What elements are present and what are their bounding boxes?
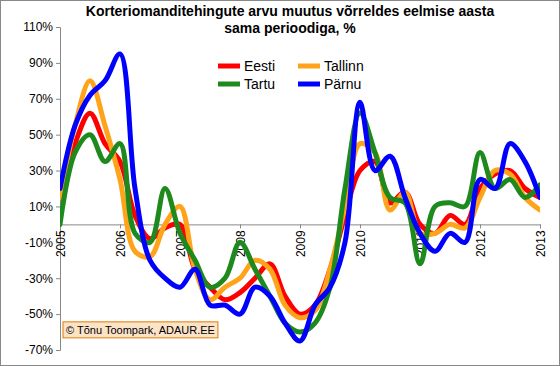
y-tick: 110% (23, 20, 60, 34)
legend-item: Tartu (218, 76, 275, 92)
y-tick: 90% (29, 56, 60, 70)
y-tick-mark (56, 27, 60, 28)
y-tick-mark (56, 278, 60, 279)
y-tick: 30% (29, 164, 60, 178)
x-tick-label: 2006 (114, 230, 128, 257)
y-tick-mark (56, 171, 60, 172)
x-tick-mark (540, 224, 541, 228)
lines (60, 54, 540, 341)
x-tick: 2012 (474, 224, 488, 257)
x-tick-mark (120, 224, 121, 228)
legend-label: Tartu (244, 76, 275, 92)
legend-item: Tallinn (298, 58, 364, 74)
legend-label: Tallinn (324, 58, 364, 74)
y-tick-label: 70% (29, 92, 53, 106)
y-tick-label: -10% (25, 236, 53, 250)
series-line (60, 54, 540, 341)
x-tick-label: 2009 (294, 230, 308, 257)
y-tick-label: -50% (25, 307, 53, 321)
legend-swatch (218, 82, 240, 87)
y-tick-mark (56, 63, 60, 64)
x-tick-mark (300, 224, 301, 228)
legend-item: Eesti (218, 58, 275, 74)
x-tick: 2005 (54, 224, 68, 257)
y-tick-label: -70% (25, 343, 53, 357)
y-tick: 10% (29, 200, 60, 214)
title-line: sama perioodiga, % (224, 20, 356, 36)
legend-item: Pärnu (298, 76, 361, 92)
y-tick: -30% (25, 272, 60, 286)
y-tick-mark (56, 350, 60, 351)
y-axis-line (56, 28, 61, 351)
y-tick-mark (56, 314, 60, 315)
x-tick-label: 2013 (534, 230, 548, 257)
annotation-text: © Tõnu Toompark, ADAUR.EE (66, 324, 215, 336)
legend-label: Pärnu (324, 76, 361, 92)
title-line: Korteriomanditehingute arvu muutus võrre… (86, 3, 495, 19)
y-tick: -50% (25, 307, 60, 321)
y-tick-label: 90% (29, 56, 53, 70)
title: Korteriomanditehingute arvu muutus võrre… (86, 3, 495, 36)
y-tick-mark (56, 99, 60, 100)
x-tick: 2013 (534, 224, 548, 257)
legend-swatch (298, 82, 320, 87)
annotation: © Tõnu Toompark, ADAUR.EE (63, 322, 218, 338)
legend: Eesti Tallinn Tartu Pärnu (218, 58, 364, 92)
x-tick-mark (360, 224, 361, 228)
x-tick: 2010 (354, 224, 368, 257)
y-tick-label: -30% (25, 272, 53, 286)
y-tick-label: 10% (29, 200, 53, 214)
x-tick-label: 2010 (354, 230, 368, 257)
y-tick-mark (56, 135, 60, 136)
y-tick-label: 110% (23, 20, 53, 34)
y-tick: -70% (25, 343, 60, 357)
y-axis: -70% -50% -30% -10% 10% 30% 50% 70% 90% 110% (23, 20, 60, 357)
y-tick-label: 50% (29, 128, 53, 142)
x-tick-label: 2005 (54, 230, 68, 257)
chart: -70% -50% -30% -10% 10% 30% 50% 70% 90% 110% 2005 2… (0, 0, 560, 366)
annotation-box (63, 322, 218, 338)
y-tick-label: 30% (29, 164, 53, 178)
x-tick-mark (480, 224, 481, 228)
y-tick: 70% (29, 92, 60, 106)
y-tick: 50% (29, 128, 60, 142)
legend-swatch (298, 64, 320, 69)
chart-frame (1, 1, 560, 366)
legend-swatch (218, 64, 240, 69)
x-tick-mark (240, 224, 241, 228)
x-tick-label: 2012 (474, 230, 488, 257)
x-tick: 2009 (294, 224, 308, 257)
legend-label: Eesti (244, 58, 275, 74)
y-tick-mark (56, 206, 60, 207)
